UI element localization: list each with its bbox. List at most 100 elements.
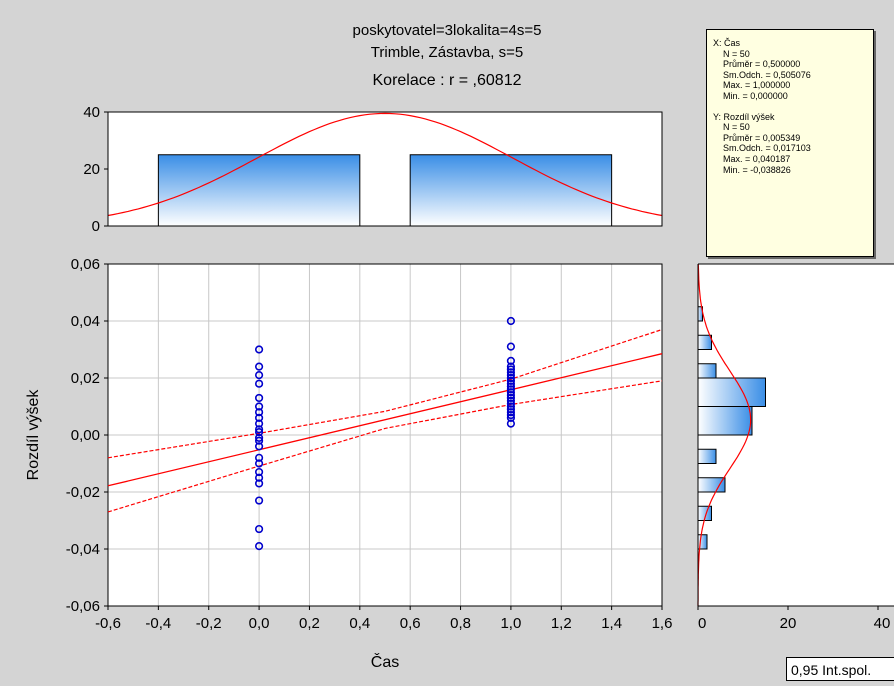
y-axis-label: Rozdíl výšek — [25, 389, 42, 481]
stats-y-max: Max. = 0,040187 — [723, 153, 791, 164]
data-point — [506, 368, 516, 377]
regression-line — [107, 353, 663, 487]
x-tick-label: 0,2 — [299, 615, 320, 632]
x-hist-y-tick-label: 0 — [92, 218, 100, 235]
y-tick-label: 0,02 — [71, 370, 100, 387]
data-point — [254, 362, 264, 371]
y-normal-curve — [697, 263, 752, 606]
x-normal-curve — [107, 112, 663, 217]
data-point — [254, 345, 264, 354]
data-point — [506, 419, 516, 428]
data-point — [254, 379, 264, 388]
y-histogram-bar — [697, 363, 717, 379]
data-point — [506, 356, 516, 366]
y-hist-x-tick-label: 20 — [780, 615, 797, 632]
data-point — [506, 408, 516, 417]
y-hist-x-tick-label: 40 — [874, 615, 891, 632]
data-point — [254, 436, 264, 445]
x-tick-label: -0,2 — [196, 615, 222, 632]
data-point — [254, 408, 264, 417]
x-axis-label: Čas — [371, 652, 399, 671]
y-tick-label: 0,06 — [71, 256, 100, 273]
x-tick-label: 1,4 — [601, 615, 622, 632]
x-tick-label: -0,6 — [95, 615, 121, 632]
x-tick-label: 1,6 — [652, 615, 673, 632]
data-point — [254, 542, 264, 551]
x-tick-label: 1,2 — [551, 615, 572, 632]
stats-box: X: Čas N = 50 Průměr = 0,500000 Sm.Odch.… — [706, 29, 874, 257]
data-point — [506, 362, 516, 371]
y-tick-label: -0,02 — [66, 484, 100, 501]
data-point — [254, 467, 264, 477]
y-hist-x-tick-label: 0 — [698, 615, 706, 632]
stats-x-sd: Sm.Odch. = 0,505076 — [723, 69, 811, 80]
y-histogram-bar — [697, 377, 766, 407]
x-tick-label: 0,0 — [249, 615, 270, 632]
data-point — [254, 473, 264, 482]
chart-subtitle: Trimble, Zástavba, s=5 — [370, 44, 524, 61]
y-tick-label: 0,04 — [71, 313, 100, 330]
ci-upper-line — [107, 328, 663, 459]
data-point — [506, 391, 516, 400]
data-point — [254, 428, 264, 437]
x-tick-label: 0,6 — [400, 615, 421, 632]
data-point — [254, 419, 264, 428]
stats-y-n: N = 50 — [723, 122, 750, 133]
data-point — [254, 402, 264, 411]
data-point — [506, 382, 516, 391]
scatter-frame — [107, 263, 663, 607]
data-point — [506, 365, 516, 374]
data-point — [506, 402, 516, 411]
data-point — [254, 442, 264, 451]
x-hist-y-tick-label: 20 — [83, 161, 100, 178]
data-point — [254, 371, 264, 380]
data-point — [254, 393, 264, 403]
x-tick-label: 0,4 — [349, 615, 370, 632]
y-tick-label: -0,06 — [66, 598, 100, 615]
stats-x-header: X: Čas — [713, 38, 741, 48]
data-point — [506, 399, 516, 408]
data-point — [254, 453, 264, 462]
y-tick-label: 0,00 — [71, 427, 100, 444]
stats-y-mean: Průměr = 0,005349 — [723, 132, 801, 143]
ci-legend-label: 0,95 Int.spol. — [786, 657, 894, 681]
stats-y-header: Y: Rozdíl výšek — [713, 111, 775, 122]
x-histogram-bar — [157, 154, 361, 227]
data-point — [506, 373, 516, 383]
data-point — [506, 388, 516, 397]
data-point — [506, 396, 516, 405]
x-histogram-bar — [409, 154, 613, 227]
stats-x-min: Min. = 0,000000 — [723, 90, 788, 101]
data-point — [506, 376, 516, 385]
stats-y-sd: Sm.Odch. = 0,017103 — [723, 143, 811, 154]
data-point — [254, 413, 264, 423]
stats-x-n: N = 50 — [723, 48, 750, 59]
stats-y-min: Min. = -0,038826 — [723, 164, 791, 175]
x-tick-label: -0,4 — [145, 615, 171, 632]
correlation-label: Korelace : r = ,60812 — [372, 72, 522, 89]
y-histogram-bar — [697, 448, 717, 464]
data-point — [506, 413, 516, 423]
data-point — [254, 524, 264, 534]
x-tick-label: 1,0 — [500, 615, 521, 632]
y-histogram-bar — [697, 477, 726, 493]
x-hist-y-tick-label: 40 — [83, 104, 100, 121]
data-point — [506, 316, 516, 326]
data-point — [506, 379, 516, 388]
y-histogram-bar — [697, 334, 712, 350]
stats-x-max: Max. = 1,000000 — [723, 80, 791, 91]
y-tick-label: -0,04 — [66, 541, 100, 558]
data-point — [506, 405, 516, 414]
y-histogram-bar — [697, 406, 753, 436]
data-point — [254, 459, 264, 468]
stats-x-mean: Průměr = 0,500000 — [723, 59, 801, 70]
data-point — [254, 479, 264, 488]
data-point — [506, 385, 516, 394]
chart-title: poskytovatel=3lokalita=4s=5 — [352, 22, 542, 39]
data-point — [506, 393, 516, 403]
data-point — [254, 496, 264, 505]
ci-lower-line — [107, 380, 663, 513]
data-point — [506, 410, 516, 420]
